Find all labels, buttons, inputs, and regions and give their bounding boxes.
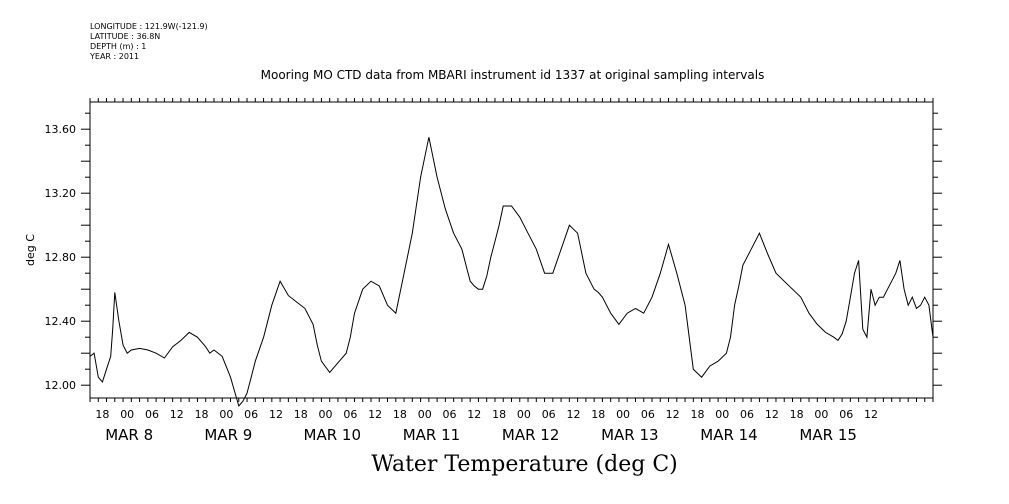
y-tick-label: 13.60 (45, 123, 77, 136)
plot-frame (89, 101, 934, 399)
y-tick-label: 12.80 (45, 251, 77, 264)
temperature-series-line (89, 137, 934, 408)
x-hour-label: 00 (418, 408, 432, 421)
latitude-label: LATITUDE : 36.8N (90, 32, 161, 41)
x-hour-label: 12 (170, 408, 184, 421)
x-date-label: MAR 14 (700, 426, 757, 444)
y-tick-label: 12.40 (45, 315, 77, 328)
x-hour-label: 06 (641, 408, 655, 421)
x-hour-label: 00 (715, 408, 729, 421)
y-axis-label: deg C (24, 234, 37, 266)
year-label: YEAR : 2011 (90, 52, 140, 61)
x-date-label: MAR 13 (601, 426, 658, 444)
x-hour-label: 18 (591, 408, 605, 421)
x-hour-label: 06 (740, 408, 754, 421)
x-date-label: MAR 15 (799, 426, 856, 444)
x-hour-label: 06 (244, 408, 258, 421)
x-hour-label: 06 (443, 408, 457, 421)
x-hour-label: 06 (839, 408, 853, 421)
x-date-label: MAR 8 (105, 426, 153, 444)
x-date-label: MAR 12 (502, 426, 559, 444)
y-tick-label: 12.00 (45, 379, 77, 392)
x-hour-label: 00 (616, 408, 630, 421)
x-hour-label: 12 (467, 408, 481, 421)
x-date-label: MAR 9 (204, 426, 252, 444)
x-hour-label: 18 (492, 408, 506, 421)
x-date-label: MAR 10 (304, 426, 361, 444)
y-tick-label: 13.20 (45, 187, 77, 200)
x-hour-label: 18 (790, 408, 804, 421)
x-hour-label: 18 (294, 408, 308, 421)
x-hour-label: 06 (145, 408, 159, 421)
x-hour-label: 18 (95, 408, 109, 421)
x-hour-label: 12 (765, 408, 779, 421)
x-hour-label: 00 (219, 408, 233, 421)
longitude-label: LONGITUDE : 121.9W(-121.9) (90, 22, 208, 31)
chart-title: Mooring MO CTD data from MBARI instrumen… (260, 68, 765, 82)
x-hour-label: 00 (814, 408, 828, 421)
x-date-label: MAR 11 (403, 426, 460, 444)
x-hour-label: 00 (120, 408, 134, 421)
x-hour-label: 12 (864, 408, 878, 421)
x-hour-label: 12 (666, 408, 680, 421)
x-hour-label: 00 (319, 408, 333, 421)
depth-label: DEPTH (m) : 1 (90, 42, 147, 51)
x-hour-label: 12 (269, 408, 283, 421)
x-hour-label: 18 (690, 408, 704, 421)
x-hour-label: 06 (343, 408, 357, 421)
x-hour-label: 06 (542, 408, 556, 421)
x-hour-label: 18 (393, 408, 407, 421)
x-hour-label: 00 (517, 408, 531, 421)
x-hour-label: 12 (368, 408, 382, 421)
station-metadata: LONGITUDE : 121.9W(-121.9) LATITUDE : 36… (90, 22, 208, 62)
x-hour-label: 12 (566, 408, 580, 421)
x-axis-title: Water Temperature (deg C) (371, 452, 678, 477)
x-hour-label: 18 (195, 408, 209, 421)
